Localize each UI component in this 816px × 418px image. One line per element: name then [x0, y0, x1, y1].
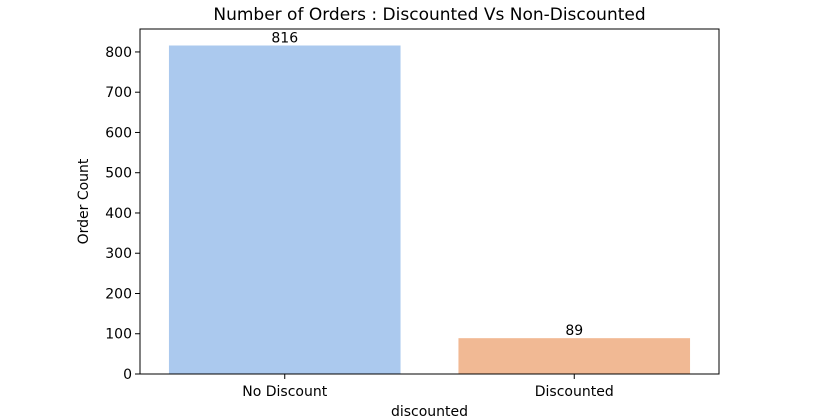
- y-tick-label: 0: [123, 367, 132, 383]
- chart-title: Number of Orders : Discounted Vs Non-Dis…: [213, 5, 645, 25]
- y-tick-label: 800: [105, 45, 132, 61]
- data-label: 816: [271, 31, 298, 47]
- axes-group: [135, 28, 720, 379]
- y-tick-label: 100: [105, 327, 132, 343]
- plot-frame: [139, 28, 720, 375]
- y-tick-label: 200: [105, 286, 132, 302]
- y-tick-label: 400: [105, 206, 132, 222]
- y-tick-label: 500: [105, 166, 132, 182]
- x-axis-label: discounted: [391, 404, 468, 418]
- bars-group: [168, 45, 691, 374]
- bar-discounted: [458, 338, 691, 374]
- data-label: 89: [565, 323, 583, 339]
- y-tick-label: 300: [105, 246, 132, 262]
- bar-no-discount: [168, 45, 401, 374]
- y-tick-label: 700: [105, 85, 132, 101]
- y-tick-label: 600: [105, 125, 132, 141]
- x-tick-label: No Discount: [242, 384, 327, 400]
- x-tick-label: Discounted: [535, 384, 614, 400]
- labels-group: 816 No Discount 89 Discounted 0 100 200 300 400 5…: [105, 31, 613, 400]
- y-axis-label: Order Count: [76, 158, 92, 244]
